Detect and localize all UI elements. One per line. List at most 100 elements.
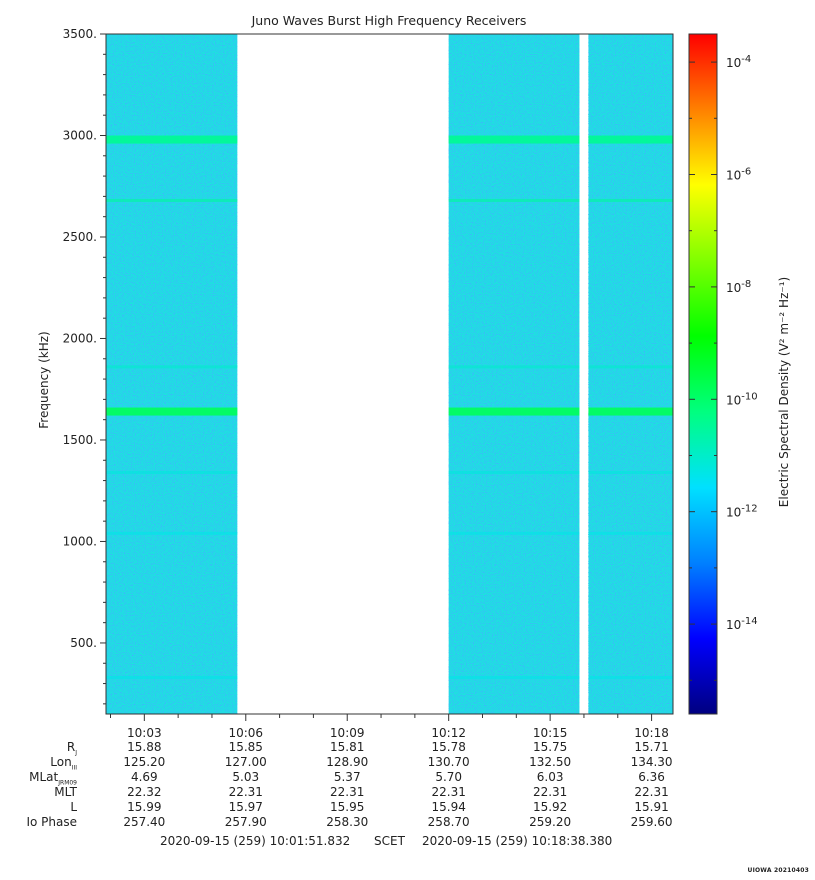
emission-band [588,365,673,369]
ephemeris-value: 258.30 [326,815,369,829]
ephemeris-value: 15.78 [431,740,466,754]
ephemeris-value: 15.88 [127,740,162,754]
emission-band [588,470,673,474]
plot-area [106,34,673,714]
x-tick-label: 10:12 [431,726,466,740]
colorbar-label: Electric Spectral Density (V² m⁻² Hz⁻¹) [777,277,791,507]
ephemeris-label-subscript: III [71,764,77,772]
ephemeris-value: 5.37 [333,770,361,784]
ephemeris-value: 259.20 [529,815,572,829]
ephemeris-value: 15.71 [634,740,669,754]
y-axis: 500. 1000. 1500. 2000. 2500. 3000. 3500. [63,27,106,705]
ephemeris-value: 6.03 [536,770,564,784]
emission-band [106,135,238,144]
data-interval-noise [588,34,673,714]
ephemeris-value: 22.31 [532,785,568,799]
data-interval-noise [448,34,580,714]
y-tick-label: 1500. [63,433,97,447]
emission-band [588,531,673,535]
ephemeris-value: 6.36 [638,770,665,784]
emission-band [588,135,673,144]
data-interval-noise [106,34,238,714]
emission-band [106,531,238,535]
data-interval-1 [106,34,238,714]
ephemeris-table: RJ 15.88 15.85 15.81 15.78 15.75 15.71 LonIII 12… [0,740,815,850]
y-tick-label: 2500. [63,230,97,244]
ephemeris-label: MLatJRM09 [29,770,77,787]
x-axis: 10:03 10:06 10:09 10:12 10:15 10:18 [110,714,669,740]
x-tick-label: 10:15 [533,726,568,740]
ephemeris-label: Io Phase [26,815,77,829]
emission-band [448,531,580,535]
ephemeris-value: 259.60 [630,815,673,829]
ephemeris-value: 15.92 [532,800,568,814]
ephemeris-value: 15.85 [228,740,263,754]
colorbar-tick-label: 10-4 [726,54,751,70]
ephemeris-value: 15.95 [330,800,365,814]
footer-end-time: 2020-09-15 (259) 10:18:38.380 [422,834,613,848]
footer-start-time: 2020-09-15 (259) 10:01:51.832 [160,834,351,848]
ephemeris-label-subscript: JRM09 [58,779,77,787]
plot-frame [105,33,674,715]
ephemeris-value: 22.31 [431,785,466,799]
emission-band [106,470,238,474]
ephemeris-value: 257.90 [224,815,267,829]
footer-scet-label: SCET [374,834,405,848]
x-tick-label: 10:03 [127,726,162,740]
colorbar-tick-label: 10-14 [726,616,758,632]
ephemeris-value: 134.30 [630,755,673,769]
y-tick-label: 2000. [63,331,97,345]
colorbar-tick-label: 10-12 [726,504,758,520]
emission-band [588,407,673,416]
ephemeris-value: 15.97 [228,800,263,814]
data-interval-2 [448,34,580,714]
colorbar-ticks: 10-4 10-6 10-8 10-10 10-12 10-14 [689,54,758,681]
ephemeris-row: Io Phase 257.40 257.90 258.30 258.70 259.20 25… [0,815,815,830]
ephemeris-value: 5.03 [232,770,260,784]
ephemeris-value: 15.94 [431,800,466,814]
x-tick-label: 10:06 [228,726,263,740]
ephemeris-label: MLT [54,785,77,799]
ephemeris-label: LonIII [50,755,77,772]
emission-band [106,407,238,416]
emission-band [106,365,238,369]
ephemeris-value: 15.75 [532,740,568,754]
spectrogram-chart: Juno Waves Burst High Frequency Receiver… [37,13,791,740]
data-interval-3 [588,34,673,714]
emission-band [588,675,673,679]
emission-band [448,135,580,144]
ephemeris-value: 125.20 [123,755,166,769]
ephemeris-value: 128.90 [326,755,369,769]
emission-band [448,675,580,679]
emission-band [106,198,238,202]
ephemeris-row: MLT 22.32 22.31 22.31 22.31 22.31 22.31 [0,785,815,800]
colorbar-tick-label: 10-10 [726,391,758,407]
ephemeris-value: 15.99 [127,800,162,814]
ephemeris-row: L 15.99 15.97 15.95 15.94 15.92 15.91 [0,800,815,815]
version-stamp: UIOWA 20210403 [747,867,809,874]
ephemeris-value: 258.70 [427,815,470,829]
emission-band [448,470,580,474]
colorbar-tick-label: 10-6 [726,166,751,182]
ephemeris-value: 15.91 [634,800,669,814]
x-tick-label: 10:18 [634,726,669,740]
emission-band [588,198,673,202]
y-axis-label: Frequency (kHz) [37,331,51,428]
y-tick-label: 3500. [63,27,97,41]
ephemeris-row: LonIII 125.20 127.00 128.90 130.70 132.50 134.… [0,755,815,772]
colorbar-gradient [688,33,718,715]
ephemeris-label: L [70,800,77,814]
ephemeris-value: 5.70 [435,770,463,784]
ephemeris-row: RJ 15.88 15.85 15.81 15.78 15.75 15.71 [0,740,815,757]
emission-band [448,198,580,202]
ephemeris-value: 132.50 [529,755,572,769]
ephemeris-label: RJ [66,740,77,757]
ephemeris-value: 22.31 [330,785,365,799]
colorbar-tick-label: 10-8 [726,279,751,295]
emission-band [448,365,580,369]
ephemeris-value: 257.40 [123,815,166,829]
y-tick-label: 1000. [63,534,97,548]
ephemeris-value: 4.69 [130,770,158,784]
chart-title: Juno Waves Burst High Frequency Receiver… [251,13,527,28]
ephemeris-value: 127.00 [224,755,267,769]
